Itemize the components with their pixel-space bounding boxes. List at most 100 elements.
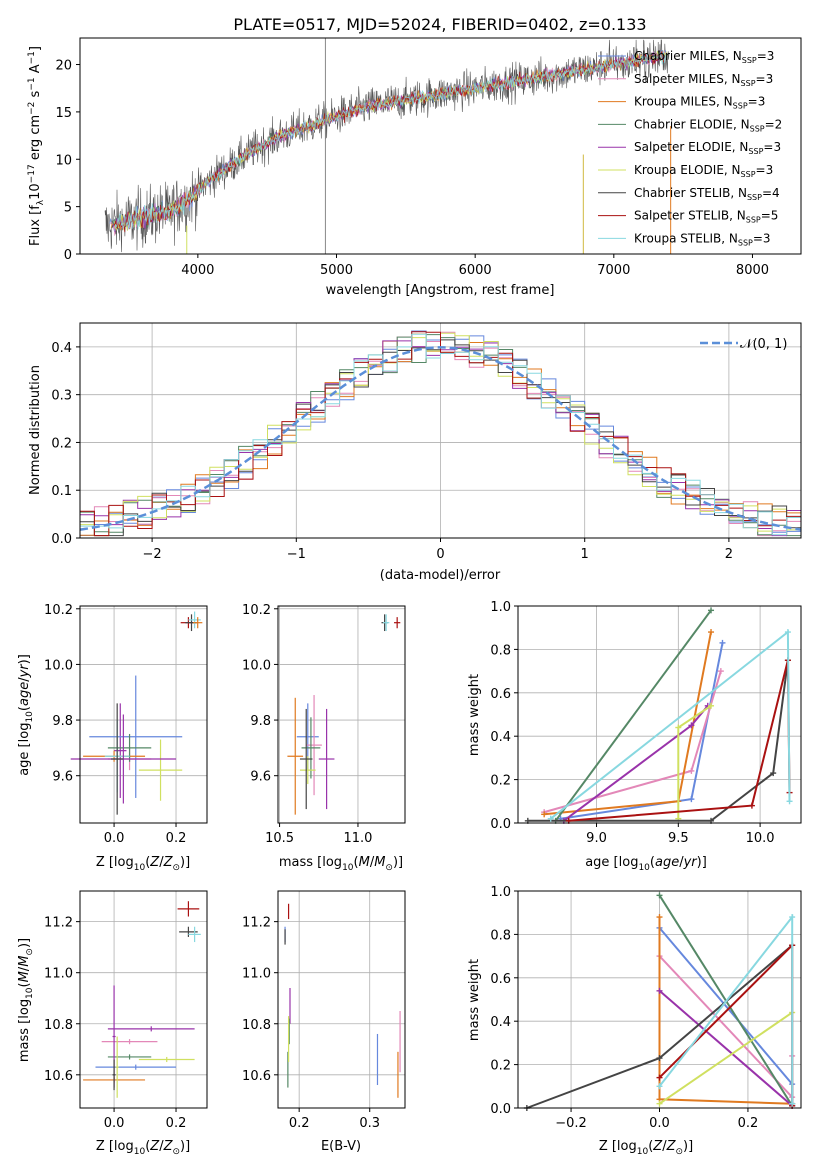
x-tick-label: 9.5 <box>668 831 689 846</box>
y-tick-label: 10.6 <box>44 1069 73 1084</box>
mass-weight-vs-age-panel: 9.0 9.5 10.0 0.0 0.2 0.4 0.6 0.8 1.0 <box>490 600 802 846</box>
y-tick-label: 10.8 <box>44 1018 73 1033</box>
residuals-y-tick-label: 0.1 <box>51 484 72 499</box>
mass-weight-line <box>658 1011 793 1105</box>
y-tick-label: 0.4 <box>490 1015 511 1030</box>
age-Z-xlabel: Z [log10(Z/Z⊙)] <box>96 855 190 873</box>
y-tick-label: 0.6 <box>490 687 511 702</box>
panel-frame <box>517 605 802 824</box>
y-tick-label: 11.0 <box>44 967 73 982</box>
mw-Z-xlabel: Z [log10(Z/Z⊙)] <box>599 1139 693 1157</box>
mw-Z-ylabel: mass weight <box>467 959 482 1041</box>
legend-label: Salpeter ELODIE, NSSP=3 <box>634 140 781 156</box>
residuals-x-tick-label: −1 <box>287 547 306 562</box>
x-tick-label: 0.2 <box>289 1116 310 1131</box>
residuals-histogram-series <box>80 333 801 536</box>
mass-weight-vs-metallicity-panel: −0.2 0.0 0.2 0.0 0.2 0.4 0.6 0.8 1.0 <box>490 885 802 1131</box>
spectrum-ticks: 4000 5000 6000 7000 8000 0 5 10 15 20 <box>55 59 769 278</box>
x-tick-label: 0.0 <box>104 1116 125 1131</box>
spectrum-y-tick-label: 20 <box>55 59 72 74</box>
y-tick-label: 10.8 <box>242 1018 271 1033</box>
spectrum-title: PLATE=0517, MJD=52024, FIBERID=0402, z=0… <box>233 15 646 34</box>
x-tick-label: 0.2 <box>166 831 187 846</box>
x-tick-label: 11.0 <box>343 831 372 846</box>
y-tick-label: 9.6 <box>52 770 73 785</box>
legend-label: Kroupa MILES, NSSP=3 <box>634 95 765 111</box>
residuals-panel: −2 −1 0 1 2 0.0 0.1 0.2 0.3 0.4 𝒩(0, 1) (data-mod… <box>28 322 802 583</box>
residuals-ylabel: Normed distribution <box>28 365 43 495</box>
age-Z-ylabel: age [log10(age/yr)] <box>17 654 35 776</box>
mass-Z-ylabel: mass [log10(M/M⊙)] <box>17 938 35 1062</box>
age-vs-metallicity-panel: 0.0 0.2 9.6 9.8 10.0 10.2 <box>44 603 208 846</box>
residuals-y-tick-label: 0.0 <box>51 532 72 547</box>
mass-weight-line <box>527 660 789 822</box>
residuals-frame <box>79 322 802 539</box>
spectrum-x-tick-label: 5000 <box>320 263 353 278</box>
y-tick-label: 0.0 <box>490 817 511 832</box>
y-tick-label: 11.2 <box>242 916 271 931</box>
legend-label: Chabrier ELODIE, NSSP=2 <box>634 117 782 133</box>
mass-vs-metallicity-panel: 0.0 0.2 10.6 10.8 11.0 11.2 <box>44 890 208 1131</box>
legend-label: Chabrier MILES, NSSP=3 <box>634 49 774 65</box>
mass-ebv-xlabel: E(B-V) <box>321 1139 361 1154</box>
x-tick-label: 0.2 <box>738 1116 759 1131</box>
spectrum-y-tick-label: 0 <box>64 248 72 263</box>
y-tick-label: 1.0 <box>490 885 511 900</box>
panel-frame <box>277 890 406 1109</box>
mass-vs-extinction-panel: 0.2 0.3 10.6 10.8 11.0 11.2 <box>242 890 406 1131</box>
spectrum-lines <box>104 39 670 253</box>
x-tick-label: 9.0 <box>586 831 607 846</box>
mass-weight-line <box>550 629 791 820</box>
spectrum-x-tick-label: 6000 <box>459 263 492 278</box>
x-tick-label: 0.0 <box>649 1116 670 1131</box>
spectrum-xlabel: wavelength [Angstrom, rest frame] <box>326 283 555 298</box>
y-tick-label: 9.8 <box>52 714 73 729</box>
mw-age-xlabel: age [log10(age/yr)] <box>585 855 707 873</box>
x-tick-label: 0.0 <box>104 831 125 846</box>
residuals-x-tick-label: −2 <box>143 547 162 562</box>
residuals-xlabel: (data-model)/error <box>380 568 501 583</box>
y-tick-label: 0.0 <box>490 1102 511 1117</box>
residuals-histogram-series <box>80 331 801 537</box>
y-tick-label: 0.8 <box>490 643 511 658</box>
x-tick-label: 0.2 <box>166 1116 187 1131</box>
spectrum-y-tick-label: 10 <box>55 153 72 168</box>
y-tick-label: 1.0 <box>490 600 511 615</box>
spectrum-x-tick-label: 8000 <box>736 263 769 278</box>
spectrum-y-tick-label: 15 <box>55 106 72 121</box>
y-tick-label: 10.2 <box>44 603 73 618</box>
residuals-x-tick-label: 2 <box>725 547 733 562</box>
y-tick-label: 10.0 <box>44 658 73 673</box>
normal-distribution-curve <box>79 346 802 531</box>
age-Z-labels: Z [log10(Z/Z⊙)] age [log10(age/yr)] mass… <box>17 654 707 1157</box>
y-tick-label: 0.2 <box>490 774 511 789</box>
spectrum-ylabel: Flux [fλ10−17 erg cm−2 s−1 A−1] <box>27 46 46 246</box>
spectrum-frame <box>79 37 802 255</box>
legend-label: Chabrier STELIB, NSSP=4 <box>634 186 780 202</box>
residuals-histograms <box>80 330 801 537</box>
x-tick-label: 10.0 <box>746 831 775 846</box>
spectrum-panel: PLATE=0517, MJD=52024, FIBERID=0402, z=0… <box>27 15 802 298</box>
panel-frame <box>517 890 802 1109</box>
legend-label: Salpeter STELIB, NSSP=5 <box>634 209 778 225</box>
spectrum-legend: Chabrier MILES, NSSP=3 Salpeter MILES, NS… <box>598 49 782 247</box>
legend-label: Kroupa STELIB, NSSP=3 <box>634 231 771 247</box>
y-tick-label: 10.6 <box>242 1069 271 1084</box>
x-tick-label: 10.5 <box>265 831 294 846</box>
mass-Z-xlabel: Z [log10(Z/Z⊙)] <box>96 1139 190 1157</box>
residuals-x-tick-label: 1 <box>581 547 589 562</box>
y-tick-label: 0.6 <box>490 972 511 987</box>
spectrum-vertical-lines <box>186 38 672 254</box>
spectrum-x-tick-label: 7000 <box>597 263 630 278</box>
y-tick-label: 0.2 <box>490 1059 511 1074</box>
panel-frame <box>79 890 208 1109</box>
x-tick-label: 0.3 <box>359 1116 380 1131</box>
spectrum-series-line <box>114 51 667 232</box>
age-vs-mass-panel: 10.5 11.0 9.6 9.8 10.0 10.2 <box>242 603 406 846</box>
mass-weight-line <box>543 670 722 814</box>
x-tick-label: −0.2 <box>555 1116 587 1131</box>
mass-weight-line <box>658 990 793 1107</box>
mass-weight-line <box>554 609 712 822</box>
spectrum-y-tick-label: 5 <box>64 201 72 216</box>
